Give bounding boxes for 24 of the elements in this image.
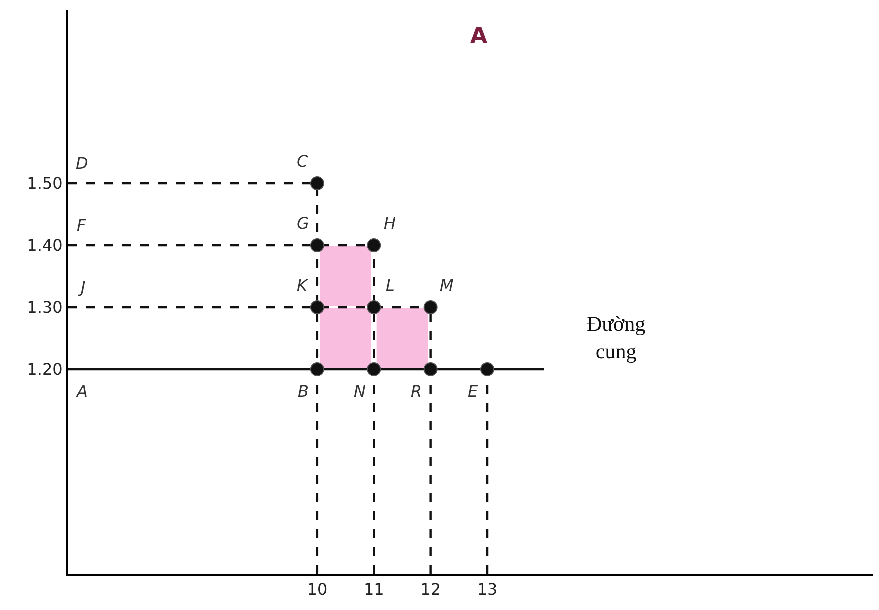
x-tick-label: 10 bbox=[307, 580, 328, 600]
annotation: K bbox=[297, 276, 309, 295]
x-tick-label: 11 bbox=[364, 580, 384, 600]
x-tick-label: 13 bbox=[477, 580, 498, 600]
annotation: J bbox=[78, 278, 86, 297]
y-tick-label: 1.30 bbox=[27, 298, 63, 318]
y-tick-label: 1.40 bbox=[27, 236, 63, 256]
annotation: A bbox=[76, 382, 88, 401]
annotation: G bbox=[297, 214, 310, 233]
annotation: Đường cung bbox=[587, 312, 646, 364]
annotation: B bbox=[298, 382, 309, 401]
annotation: D bbox=[76, 154, 88, 173]
annotation: E bbox=[468, 382, 479, 401]
annotation: H bbox=[384, 214, 396, 233]
y-tick-label: 1.50 bbox=[27, 174, 63, 194]
annotation: R bbox=[411, 382, 422, 401]
annotation: C bbox=[297, 152, 309, 171]
annotation: F bbox=[77, 216, 87, 235]
x-tick-label: 12 bbox=[420, 580, 441, 600]
annotation: M bbox=[440, 276, 454, 295]
annotation: L bbox=[386, 276, 395, 295]
y-tick-label: 1.20 bbox=[27, 360, 63, 380]
text: A bbox=[470, 24, 488, 49]
annotation: N bbox=[354, 382, 366, 401]
